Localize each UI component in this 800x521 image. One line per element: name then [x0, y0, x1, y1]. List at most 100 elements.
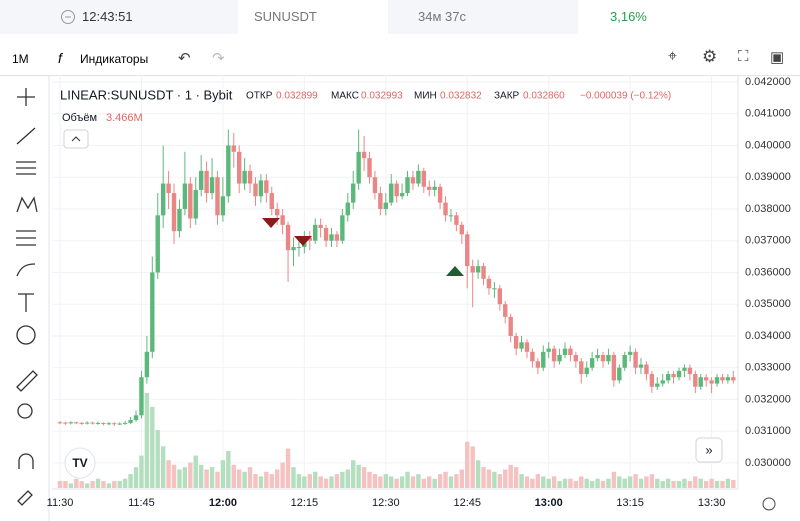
candle-body — [280, 215, 285, 225]
buy-marker — [446, 266, 464, 276]
x-tick-label: 13:30 — [698, 497, 726, 509]
lock[interactable] — [17, 490, 33, 506]
volume-bar — [226, 450, 231, 488]
sell-marker — [262, 218, 280, 228]
volume-bar — [155, 430, 160, 488]
y-tick-label: 0.035000 — [745, 298, 791, 310]
volume-bar — [416, 474, 421, 488]
volume-bar — [703, 481, 709, 488]
volume-bar — [236, 469, 242, 488]
x-tick-label: 12:15 — [291, 497, 319, 509]
redo[interactable]: ↷ — [212, 50, 225, 67]
collapse-button[interactable] — [63, 129, 89, 149]
trend-line[interactable] — [16, 127, 36, 145]
volume-bar — [296, 474, 302, 488]
candle-body — [519, 342, 524, 349]
candle-body — [698, 377, 703, 387]
x-tick-label: 12:30 — [372, 497, 400, 509]
volume-bar — [63, 481, 68, 488]
volume-bar — [437, 474, 443, 488]
candle-body — [649, 374, 655, 387]
y-tick-label: 0.031000 — [745, 425, 791, 437]
candle-body — [497, 288, 503, 305]
candle-body — [231, 145, 236, 152]
volume-bar — [676, 481, 682, 488]
zoom[interactable] — [17, 403, 33, 419]
volume-bar — [682, 478, 687, 488]
volume-bar — [698, 478, 703, 488]
legend-close: 0.032860 — [523, 91, 565, 102]
candle-body — [503, 304, 508, 317]
legend-high-label: МАКС — [331, 91, 359, 102]
volume-bar — [465, 441, 470, 488]
volume-bar — [524, 476, 530, 488]
volume-bar — [410, 476, 416, 488]
candle-body — [427, 186, 432, 190]
text-tool[interactable] — [18, 293, 34, 312]
magnet[interactable] — [18, 453, 34, 469]
volume-bar — [144, 393, 150, 488]
logo[interactable] — [64, 447, 96, 479]
candle-body — [334, 234, 340, 241]
volume-bar — [117, 481, 122, 488]
volume-bar — [508, 464, 513, 488]
candle-body — [139, 377, 144, 416]
pattern[interactable] — [16, 196, 38, 213]
volume-bar — [215, 471, 220, 488]
brush[interactable] — [16, 263, 36, 277]
ruler[interactable] — [16, 370, 38, 392]
candle-body — [258, 180, 264, 197]
candle-body — [361, 151, 367, 159]
legend-change: −0.000039 (−0.12%) — [580, 91, 671, 102]
candle-body — [470, 266, 475, 273]
interval[interactable]: 1M — [12, 52, 29, 66]
volume-bar — [128, 474, 133, 488]
volume-bar — [584, 478, 589, 488]
indicators[interactable]: Индикаторы — [80, 52, 149, 66]
volume-bar — [367, 471, 372, 488]
candle-body — [454, 215, 459, 225]
axis-settings[interactable] — [762, 497, 776, 511]
candle-body — [112, 423, 117, 425]
volume-bar — [291, 467, 296, 488]
candle-body — [182, 183, 188, 209]
y-tick-label: 0.030000 — [745, 457, 791, 469]
undo[interactable]: ↶ — [178, 50, 191, 67]
clock: 12:43:51 — [82, 9, 133, 24]
emoji[interactable] — [16, 325, 36, 345]
candle-body — [399, 193, 405, 197]
candle-body — [530, 351, 535, 362]
fullscreen[interactable]: ⛶ — [738, 48, 749, 65]
settings[interactable]: ⚙ — [702, 47, 718, 66]
volume-bar — [383, 474, 388, 488]
volume-bar — [432, 478, 437, 488]
candle-body — [226, 145, 231, 197]
screenshot[interactable]: ▣ — [770, 49, 785, 66]
candle-body — [351, 183, 356, 203]
volume-bar — [68, 483, 74, 488]
fib[interactable] — [16, 161, 36, 175]
scroll-icon: » — [705, 442, 712, 457]
candle-body — [676, 370, 682, 378]
y-tick-label: 0.034000 — [745, 330, 791, 342]
volume-bar — [709, 478, 714, 488]
candle-body — [638, 364, 644, 368]
candle-body — [611, 354, 617, 381]
volume-bar — [568, 478, 573, 488]
scroll-right[interactable] — [695, 437, 723, 463]
legend-open: 0.032899 — [276, 91, 318, 102]
drawing-tools — [16, 76, 50, 521]
candle-body — [215, 177, 220, 216]
alert[interactable]: ⌖ — [668, 48, 678, 65]
crosshair[interactable] — [17, 88, 35, 106]
candle-body — [703, 377, 709, 381]
candle-body — [682, 367, 687, 371]
candle-body — [437, 186, 443, 203]
projection[interactable] — [16, 230, 36, 246]
candle-body — [551, 348, 557, 362]
volume-bar — [275, 469, 280, 488]
candle-body — [291, 247, 296, 251]
candle-body — [323, 228, 329, 241]
volume-bar — [307, 474, 312, 488]
